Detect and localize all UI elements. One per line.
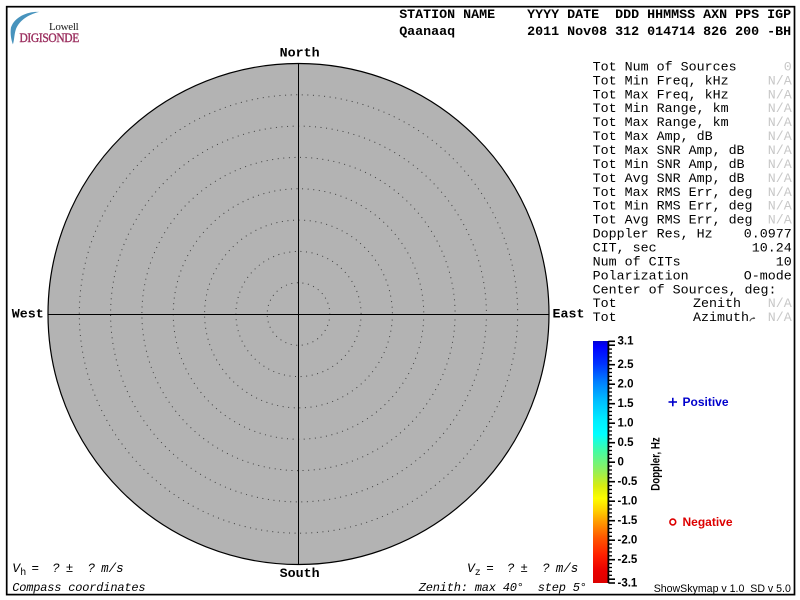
svg-text:Qaanaaq 2011 Nov08 312: Qaanaaq 2011 Nov08 312 014714 826 200 -B… [399, 25, 791, 40]
svg-text:CIT, sec: CIT, sec [593, 242, 657, 257]
svg-text:Tot Avg SNR Amp, dB: Tot Avg SNR Amp, dB [593, 172, 745, 187]
svg-text:-2.0: -2.0 [618, 535, 638, 547]
svg-text:Lowell: Lowell [49, 21, 79, 33]
svg-text:Tot Avg RMS Err, deg: Tot Avg RMS Err, deg [593, 214, 753, 229]
svg-text:2.0: 2.0 [618, 379, 634, 391]
svg-text:m/s: m/s [101, 562, 124, 576]
svg-text:Tot Max Amp, dB: Tot Max Amp, dB [593, 130, 713, 145]
svg-text:m/s: m/s [556, 562, 579, 576]
svg-text:Doppler Res, Hz: Doppler Res, Hz [593, 228, 713, 243]
svg-text:1.5: 1.5 [618, 398, 635, 410]
svg-text:V: V [467, 561, 476, 576]
svg-text:V: V [12, 561, 21, 576]
svg-text:0.0977: 0.0977 [744, 228, 792, 243]
svg-text:?: ? [88, 562, 96, 576]
svg-text:N/A: N/A [768, 158, 792, 173]
svg-text:East: East [553, 308, 585, 323]
svg-text:ShowSkymap v 1.0 SD v 5.0: ShowSkymap v 1.0 SD v 5.0 [654, 583, 791, 595]
svg-text:-0.5: -0.5 [618, 476, 638, 488]
svg-text:Tot: Tot [593, 311, 617, 326]
svg-text:N/A: N/A [768, 74, 792, 89]
svg-text:0.5: 0.5 [618, 437, 635, 449]
svg-text:0: 0 [618, 457, 624, 469]
svg-text:Negative: Negative [683, 515, 733, 529]
svg-text:STATION NAME YYYY DATE DDD: STATION NAME YYYY DATE DDD HHMMSS AXN PP… [399, 8, 791, 23]
svg-text:=: = [32, 562, 40, 576]
svg-text:Zenith: max 40° step 5°: Zenith: max 40° step 5° [418, 581, 587, 595]
svg-text:±: ± [520, 562, 528, 576]
svg-text:Tot Num of Sources: Tot Num of Sources [593, 60, 737, 75]
svg-text:?: ? [507, 562, 515, 576]
svg-text:±: ± [66, 562, 74, 576]
svg-text:h: h [20, 567, 26, 579]
svg-text:1.0: 1.0 [618, 418, 634, 430]
svg-text:10: 10 [776, 255, 792, 270]
svg-text:Center of Sources, deg:: Center of Sources, deg: [593, 283, 777, 298]
svg-text:West: West [12, 308, 44, 323]
svg-text:Tot Max SNR Amp, dB: Tot Max SNR Amp, dB [593, 144, 745, 159]
svg-text:Tot: Tot [593, 297, 617, 312]
svg-text:Positive: Positive [683, 395, 729, 409]
svg-text:N/A: N/A [768, 88, 792, 103]
svg-text:N/A: N/A [768, 172, 792, 187]
svg-text:N/A: N/A [768, 186, 792, 201]
svg-text:DIGISONDE: DIGISONDE [20, 30, 79, 45]
svg-text:Tot Min Freq, kHz: Tot Min Freq, kHz [593, 74, 729, 89]
svg-text:Tot Min Range, km: Tot Min Range, km [593, 102, 729, 117]
svg-text:N/A: N/A [768, 116, 792, 131]
svg-text:Num of CITs: Num of CITs [593, 255, 681, 270]
svg-text:-2.5: -2.5 [618, 554, 638, 566]
svg-text:3.1: 3.1 [618, 336, 635, 348]
svg-text:10.24: 10.24 [752, 242, 792, 257]
svg-text:Doppler, Hz: Doppler, Hz [649, 437, 662, 491]
svg-text:=: = [486, 562, 494, 576]
svg-text:Tot Min SNR Amp, dB: Tot Min SNR Amp, dB [593, 158, 745, 173]
svg-text:z: z [475, 568, 481, 579]
svg-text:0: 0 [784, 60, 792, 75]
svg-text:N/A: N/A [768, 102, 792, 117]
svg-text:Tot Max Range, km: Tot Max Range, km [593, 116, 729, 131]
svg-text:?: ? [542, 562, 550, 576]
svg-text:Zenith: Zenith [693, 297, 741, 312]
svg-text:-1.5: -1.5 [618, 515, 638, 527]
svg-text:Polarization: Polarization [593, 269, 689, 284]
svg-text:N/A: N/A [768, 130, 792, 145]
svg-text:N/A: N/A [768, 297, 792, 312]
svg-text:O-mode: O-mode [744, 269, 792, 284]
svg-text:N/A: N/A [768, 311, 792, 326]
svg-text:Compass coordinates: Compass coordinates [12, 581, 145, 595]
svg-text:North: North [280, 47, 320, 62]
svg-text:N/A: N/A [768, 144, 792, 159]
svg-text:South: South [280, 567, 320, 582]
svg-text:-1.0: -1.0 [618, 496, 638, 508]
svg-text:Tot Max RMS Err, deg: Tot Max RMS Err, deg [593, 186, 753, 201]
svg-text:2.5: 2.5 [618, 359, 635, 371]
svg-text:Tot Min RMS Err, deg: Tot Min RMS Err, deg [593, 200, 753, 215]
svg-text:N/A: N/A [768, 214, 792, 229]
svg-text:-3.1: -3.1 [618, 577, 638, 589]
svg-text:Tot Max Freq, kHz: Tot Max Freq, kHz [593, 88, 729, 103]
svg-text:?: ? [52, 562, 60, 576]
svg-text:N/A: N/A [768, 200, 792, 215]
svg-text:Azimuth: Azimuth [693, 311, 749, 326]
